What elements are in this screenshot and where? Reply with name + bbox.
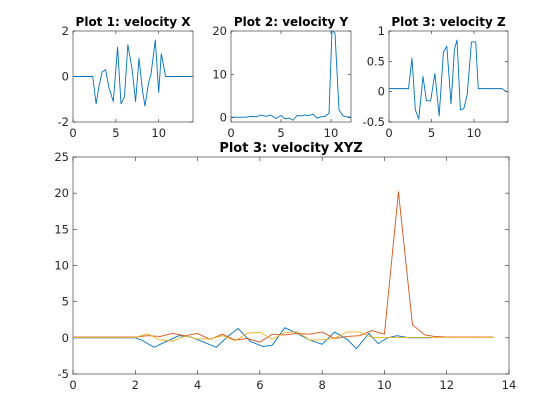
y-tick-label: 20 (212, 24, 227, 38)
x-tick-label: 5 (277, 126, 284, 140)
y-tick-label: 2 (62, 24, 69, 38)
x-tick-label: 4 (194, 378, 201, 392)
x-tick-label: 5 (428, 126, 435, 140)
chart-title: Plot 2: velocity Y (234, 15, 349, 29)
y-tick-label: 0 (62, 70, 69, 84)
series-group (73, 191, 494, 350)
series-group (231, 31, 351, 121)
series-group (389, 39, 507, 120)
series-line-2 (73, 191, 494, 343)
y-tick-label: 20 (54, 186, 69, 200)
axes-plot2: 0 5 10 0 10 20 Plot 2: velocity Y (212, 15, 352, 140)
y-tick-label: 1 (378, 24, 385, 38)
y-tick-label: 0 (378, 85, 385, 99)
axes-box (388, 30, 509, 123)
axes-box (72, 156, 510, 375)
series-line-1 (231, 31, 351, 121)
y-tick-label: -5 (58, 367, 69, 381)
series-line-1 (73, 327, 432, 350)
x-tick-label: 6 (256, 378, 263, 392)
x-tick-label: 0 (69, 378, 76, 392)
x-tick-label: 10 (377, 378, 392, 392)
x-tick-label: 10 (467, 126, 482, 140)
y-tick-label: 0 (62, 331, 69, 345)
x-tick-label: 12 (439, 378, 454, 392)
series-line-1 (389, 39, 507, 120)
x-tick-label: 10 (324, 126, 339, 140)
series-group (73, 39, 192, 107)
x-tick-label: 2 (132, 378, 139, 392)
y-tick-label: 25 (54, 150, 69, 164)
x-tick-label: 8 (318, 378, 325, 392)
y-tick-label: -2 (58, 115, 69, 129)
x-tick-label: 10 (151, 126, 166, 140)
y-tick-label: -0.5 (363, 115, 385, 129)
y-tick-label: 10 (54, 259, 69, 273)
chart-title: Plot 1: velocity X (76, 15, 192, 29)
y-tick-label: 10 (212, 67, 227, 81)
chart-title: Plot 3: velocity Z (391, 15, 506, 29)
x-tick-label: 0 (227, 126, 234, 140)
axes-box (230, 30, 352, 123)
chart-title: Plot 3: velocity XYZ (219, 141, 362, 156)
x-tick-label: 0 (385, 126, 392, 140)
series-line-3 (73, 331, 494, 342)
y-tick-label: 15 (54, 222, 69, 236)
y-tick-label: 5 (62, 295, 69, 309)
x-tick-label: 14 (502, 378, 517, 392)
x-tick-label: 5 (112, 126, 119, 140)
y-tick-label: 0 (220, 111, 227, 125)
x-tick-label: 0 (69, 126, 76, 140)
y-tick-label: 0.5 (367, 54, 385, 68)
series-line-1 (73, 39, 192, 107)
